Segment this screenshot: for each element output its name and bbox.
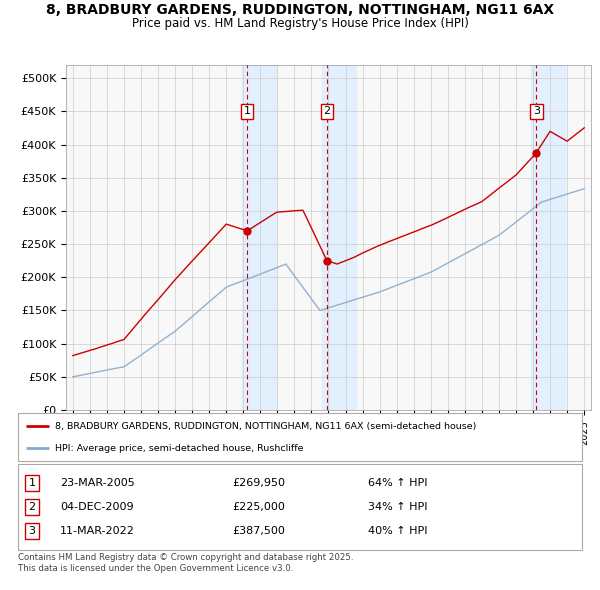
Text: HPI: Average price, semi-detached house, Rushcliffe: HPI: Average price, semi-detached house,… xyxy=(55,444,303,453)
Bar xyxy=(531,65,565,410)
Text: £269,950: £269,950 xyxy=(232,478,286,488)
Text: 8, BRADBURY GARDENS, RUDDINGTON, NOTTINGHAM, NG11 6AX (semi-detached house): 8, BRADBURY GARDENS, RUDDINGTON, NOTTING… xyxy=(55,422,476,431)
Text: 11-MAR-2022: 11-MAR-2022 xyxy=(60,526,135,536)
Text: 23-MAR-2005: 23-MAR-2005 xyxy=(60,478,135,488)
Text: 2: 2 xyxy=(323,106,331,116)
Text: £387,500: £387,500 xyxy=(232,526,285,536)
Text: £225,000: £225,000 xyxy=(232,502,285,512)
Text: Price paid vs. HM Land Registry's House Price Index (HPI): Price paid vs. HM Land Registry's House … xyxy=(131,17,469,30)
Text: Contains HM Land Registry data © Crown copyright and database right 2025.
This d: Contains HM Land Registry data © Crown c… xyxy=(18,553,353,573)
Text: 34% ↑ HPI: 34% ↑ HPI xyxy=(368,502,427,512)
Text: 1: 1 xyxy=(244,106,251,116)
Text: 3: 3 xyxy=(29,526,35,536)
Bar xyxy=(242,65,276,410)
Text: 2: 2 xyxy=(29,502,35,512)
Text: 04-DEC-2009: 04-DEC-2009 xyxy=(60,502,134,512)
Bar xyxy=(322,65,356,410)
Text: 1: 1 xyxy=(29,478,35,488)
Text: 3: 3 xyxy=(533,106,540,116)
Text: 40% ↑ HPI: 40% ↑ HPI xyxy=(368,526,427,536)
Text: 8, BRADBURY GARDENS, RUDDINGTON, NOTTINGHAM, NG11 6AX: 8, BRADBURY GARDENS, RUDDINGTON, NOTTING… xyxy=(46,3,554,17)
Text: 64% ↑ HPI: 64% ↑ HPI xyxy=(368,478,427,488)
